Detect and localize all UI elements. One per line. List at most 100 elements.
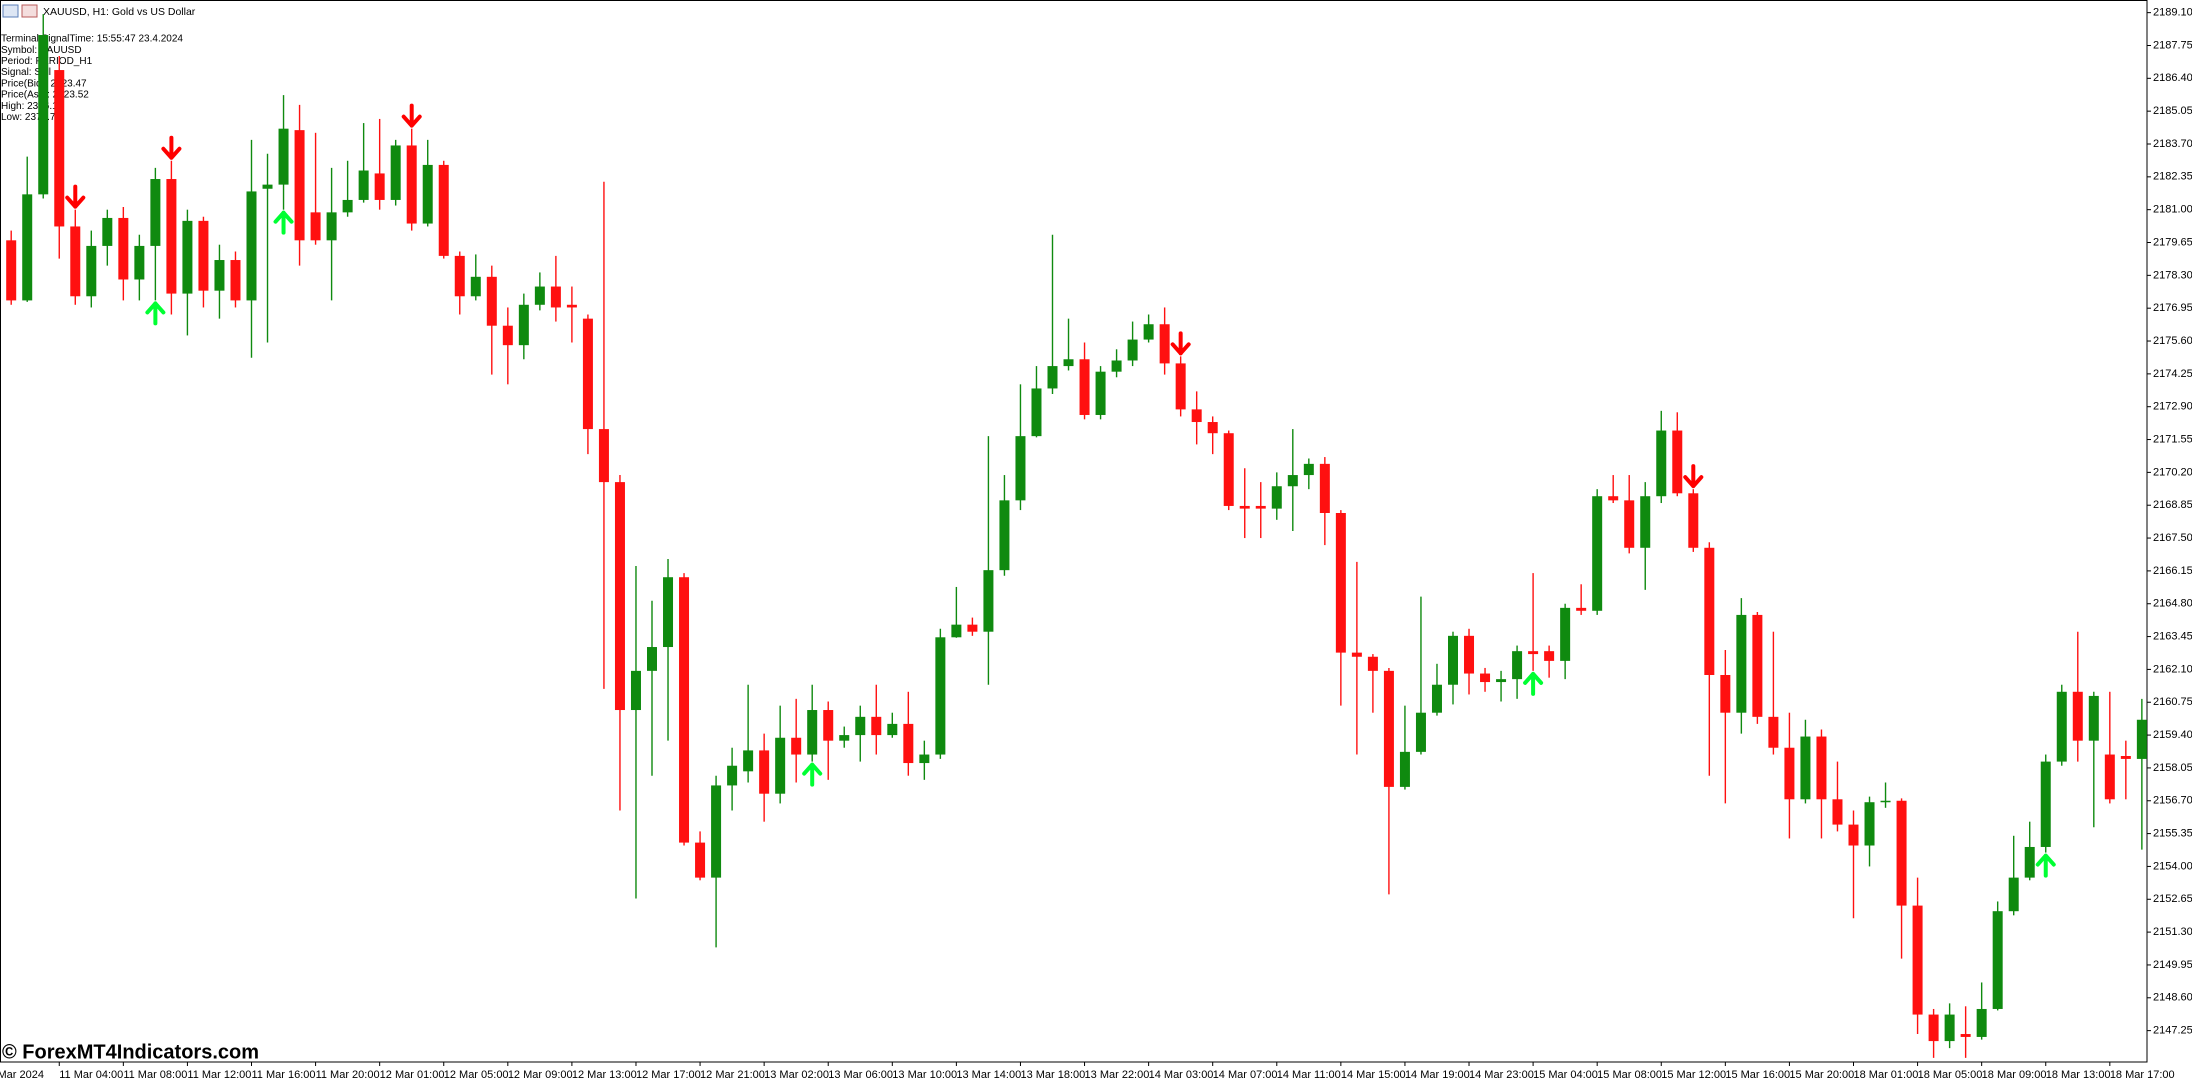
candle-body [214,260,225,291]
candle-body [166,179,177,294]
candle-body [1944,1014,1955,1042]
candle-body [663,577,674,648]
candle-body [1111,360,1122,372]
sell-arrow [161,135,182,160]
candles [6,14,2147,1058]
candle-body [422,164,433,224]
x-tick-label: 12 Mar 09:00 [508,1069,573,1080]
candle-body [1528,651,1539,655]
chart-title: XAUUSD, H1: Gold vs US Dollar [43,6,196,18]
candle-body [198,220,209,291]
candle-body [86,245,97,297]
y-tick-label: 2166.15 [2153,565,2192,577]
candle-body [70,226,81,297]
y-tick-label: 2189.10 [2153,7,2192,19]
candle-body [2136,719,2147,759]
candle-body [134,245,145,280]
candle-body [2024,846,2035,878]
x-tick-label: 14 Mar 07:00 [1213,1069,1278,1080]
candle-body [1640,496,1651,548]
y-tick-label: 2182.35 [2153,171,2192,183]
icon [2,4,19,18]
y-tick-label: 2174.25 [2153,368,2192,380]
candle-body [566,304,577,308]
x-start-label: 8 Mar 2024 [0,1069,44,1080]
y-tick-label: 2167.50 [2153,532,2192,544]
x-tick-label: 13 Mar 06:00 [828,1069,893,1080]
candle-body [358,170,369,200]
candle-body [1688,493,1699,548]
x-tick-label: 18 Mar 09:00 [1982,1069,2047,1080]
candle-body [855,716,866,736]
candle-body [582,318,593,430]
candle-body [454,255,465,297]
candle-body [679,577,690,843]
x-tick-label: 14 Mar 19:00 [1405,1069,1470,1080]
x-tick-label: 14 Mar 23:00 [1469,1069,1534,1080]
candle-body [262,184,273,189]
candle-body [534,286,545,305]
candle-body [1544,651,1555,661]
candle-body [1864,802,1875,846]
x-tick-label: 14 Mar 03:00 [1149,1069,1214,1080]
info-line: Signal: Sell [1,67,51,78]
candle-body [1768,716,1779,748]
candle-body [1223,433,1234,506]
candle-body [1896,800,1907,906]
x-tick-label: 15 Mar 20:00 [1789,1069,1854,1080]
candle-body [278,128,289,185]
candle-body [1496,679,1507,683]
candle-body [1015,436,1026,501]
candle-body [486,276,497,326]
y-tick-label: 2183.70 [2153,138,2192,150]
y-tick-label: 2158.05 [2153,762,2192,774]
candle-body [518,304,529,346]
y-tick-label: 2149.95 [2153,959,2192,971]
candle-body [118,217,129,280]
candle-body [1784,747,1795,800]
candle-body [1207,422,1218,434]
candle-body [630,670,641,711]
candle-body [967,624,978,632]
y-tick-label: 2186.40 [2153,72,2192,84]
y-tick-label: 2159.40 [2153,729,2192,741]
candle-body [775,737,786,794]
buy-arrow [145,301,166,326]
candle-body [823,710,834,741]
x-tick-label: 18 Mar 05:00 [1918,1069,1983,1080]
candle-body [1351,652,1362,657]
candle-body [791,737,802,755]
x-tick-label: 11 Mar 08:00 [123,1069,187,1080]
x-tick-label: 13 Mar 18:00 [1020,1069,1085,1080]
x-tick-label: 12 Mar 21:00 [700,1069,765,1080]
buy-arrow [2035,853,2056,878]
candle-body [935,637,946,755]
watermark: © ForexMT4Indicators.com [2,1041,259,1063]
candle-body [550,286,561,308]
candle-body [1832,799,1843,825]
candle-body [1512,651,1523,680]
info-line: Terminal SignalTime: 15:55:47 23.4.2024 [1,34,183,45]
y-tick-label: 2154.00 [2153,860,2192,872]
candle-body [150,179,161,246]
candle-body [2104,754,2115,800]
candle-body [1399,751,1410,787]
x-tick-label: 14 Mar 11:00 [1277,1069,1341,1080]
signals [65,103,2056,878]
x-tick-label: 15 Mar 04:00 [1533,1069,1598,1080]
candle-body [22,194,33,301]
candle-body [1576,607,1587,611]
candle-body [294,130,305,241]
candle-body [743,750,754,772]
x-tick-label: 15 Mar 08:00 [1597,1069,1662,1080]
x-tick-label: 11 Mar 04:00 [59,1069,123,1080]
candle-body [1880,800,1891,803]
y-tick-label: 2175.60 [2153,335,2192,347]
candle-body [1960,1034,1971,1037]
candle-body [1255,505,1266,509]
candle-body [1656,430,1667,497]
candle-body [887,723,898,736]
candle-body [983,570,994,632]
candle-body [230,260,241,301]
